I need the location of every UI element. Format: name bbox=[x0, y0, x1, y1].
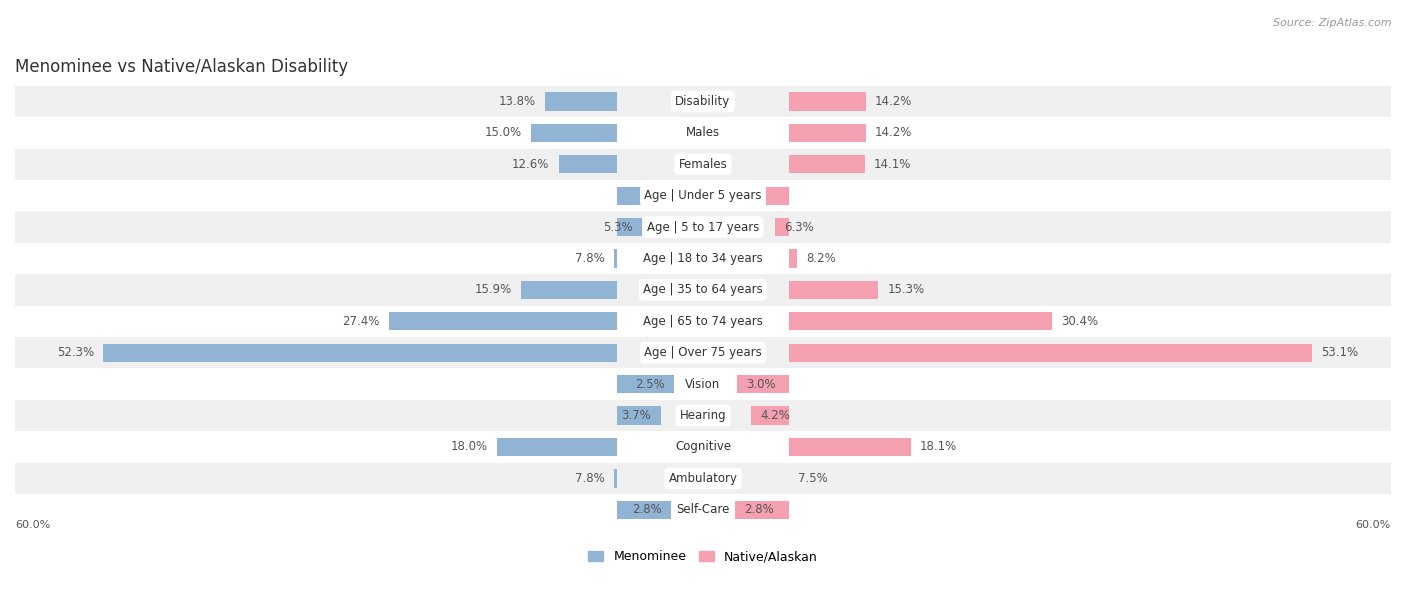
Text: Source: ZipAtlas.com: Source: ZipAtlas.com bbox=[1274, 18, 1392, 28]
Bar bbox=[15, 211, 1391, 243]
Text: 18.0%: 18.0% bbox=[450, 441, 488, 453]
Bar bbox=[789, 155, 865, 173]
Text: 7.8%: 7.8% bbox=[575, 252, 605, 265]
Bar bbox=[15, 431, 1391, 463]
Text: 53.1%: 53.1% bbox=[1322, 346, 1358, 359]
Bar bbox=[520, 281, 617, 299]
Text: 14.1%: 14.1% bbox=[875, 158, 911, 171]
Text: Age | 65 to 74 years: Age | 65 to 74 years bbox=[643, 315, 763, 328]
Bar bbox=[15, 337, 1391, 368]
Text: Self-Care: Self-Care bbox=[676, 503, 730, 517]
Text: 7.8%: 7.8% bbox=[575, 472, 605, 485]
Text: 27.4%: 27.4% bbox=[342, 315, 380, 328]
Bar bbox=[15, 274, 1391, 305]
Text: Females: Females bbox=[679, 158, 727, 171]
Text: Disability: Disability bbox=[675, 95, 731, 108]
Text: 15.0%: 15.0% bbox=[485, 126, 522, 140]
Bar bbox=[15, 400, 1391, 431]
Text: 15.9%: 15.9% bbox=[474, 283, 512, 296]
Bar bbox=[103, 344, 617, 362]
Bar bbox=[15, 305, 1391, 337]
Bar bbox=[789, 312, 1052, 330]
Text: Age | 18 to 34 years: Age | 18 to 34 years bbox=[643, 252, 763, 265]
Text: Age | 5 to 17 years: Age | 5 to 17 years bbox=[647, 220, 759, 234]
Bar bbox=[617, 501, 671, 519]
Text: 60.0%: 60.0% bbox=[1355, 520, 1391, 530]
Text: 2.3%: 2.3% bbox=[638, 189, 668, 202]
Text: 2.8%: 2.8% bbox=[631, 503, 662, 517]
Bar bbox=[15, 117, 1391, 149]
Bar bbox=[789, 92, 866, 111]
Bar bbox=[15, 149, 1391, 180]
Text: 14.2%: 14.2% bbox=[875, 126, 912, 140]
Text: 3.0%: 3.0% bbox=[747, 378, 776, 390]
Bar bbox=[15, 368, 1391, 400]
Bar bbox=[15, 463, 1391, 494]
Bar bbox=[789, 438, 911, 456]
Bar bbox=[751, 406, 789, 425]
Text: 15.3%: 15.3% bbox=[887, 283, 925, 296]
Bar bbox=[789, 344, 1312, 362]
Bar bbox=[775, 218, 789, 236]
Text: 1.9%: 1.9% bbox=[734, 189, 763, 202]
Text: 2.5%: 2.5% bbox=[636, 378, 665, 390]
Text: 8.2%: 8.2% bbox=[806, 252, 837, 265]
Text: Vision: Vision bbox=[685, 378, 721, 390]
Text: 2.8%: 2.8% bbox=[744, 503, 775, 517]
Bar bbox=[737, 375, 789, 394]
Legend: Menominee, Native/Alaskan: Menominee, Native/Alaskan bbox=[588, 550, 818, 563]
Text: 18.1%: 18.1% bbox=[920, 441, 957, 453]
Bar bbox=[613, 250, 617, 267]
Bar bbox=[789, 281, 879, 299]
Text: Cognitive: Cognitive bbox=[675, 441, 731, 453]
Bar bbox=[617, 218, 643, 236]
Text: 14.2%: 14.2% bbox=[875, 95, 912, 108]
Text: Hearing: Hearing bbox=[679, 409, 727, 422]
Bar bbox=[617, 375, 675, 394]
Text: Males: Males bbox=[686, 126, 720, 140]
Text: 60.0%: 60.0% bbox=[15, 520, 51, 530]
Text: 52.3%: 52.3% bbox=[58, 346, 94, 359]
Text: 7.5%: 7.5% bbox=[799, 472, 828, 485]
Bar bbox=[617, 187, 676, 205]
Bar bbox=[15, 180, 1391, 211]
Bar bbox=[15, 243, 1391, 274]
Text: 5.3%: 5.3% bbox=[603, 220, 633, 234]
Text: 13.8%: 13.8% bbox=[499, 95, 536, 108]
Bar bbox=[496, 438, 617, 456]
Bar bbox=[617, 406, 661, 425]
Text: 30.4%: 30.4% bbox=[1060, 315, 1098, 328]
Bar bbox=[724, 187, 789, 205]
Text: Age | Over 75 years: Age | Over 75 years bbox=[644, 346, 762, 359]
Text: Menominee vs Native/Alaskan Disability: Menominee vs Native/Alaskan Disability bbox=[15, 58, 349, 76]
Bar bbox=[15, 86, 1391, 117]
Bar bbox=[613, 469, 617, 488]
Bar bbox=[735, 501, 789, 519]
Text: 4.2%: 4.2% bbox=[761, 409, 790, 422]
Text: Ambulatory: Ambulatory bbox=[668, 472, 738, 485]
Bar bbox=[544, 92, 617, 111]
Bar bbox=[558, 155, 617, 173]
Text: 6.3%: 6.3% bbox=[785, 220, 814, 234]
Text: 3.7%: 3.7% bbox=[621, 409, 651, 422]
Text: Age | Under 5 years: Age | Under 5 years bbox=[644, 189, 762, 202]
Bar bbox=[15, 494, 1391, 526]
Bar bbox=[531, 124, 617, 142]
Text: 12.6%: 12.6% bbox=[512, 158, 550, 171]
Bar bbox=[789, 124, 866, 142]
Bar bbox=[789, 250, 797, 267]
Bar bbox=[389, 312, 617, 330]
Text: Age | 35 to 64 years: Age | 35 to 64 years bbox=[643, 283, 763, 296]
